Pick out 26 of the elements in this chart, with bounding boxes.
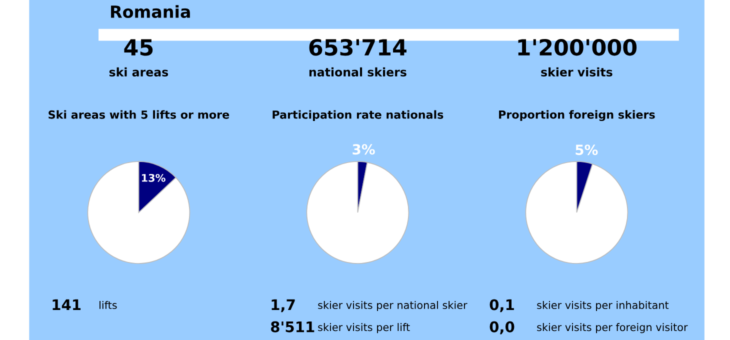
data-label: 5% — [576, 144, 598, 156]
text: 45 — [124, 39, 153, 56]
text: national skiers — [309, 67, 406, 77]
text: ski areas — [109, 67, 168, 77]
text: skier visits per inhabitant — [537, 300, 669, 312]
text: 0,1 — [490, 299, 514, 312]
text: 141 — [52, 299, 81, 310]
pie-slice — [525, 161, 628, 264]
text: skier visits per foreign visitor — [537, 323, 688, 334]
text: skier visits per national skier — [318, 300, 468, 312]
pie-slice — [87, 161, 190, 264]
text: 1,7 — [272, 299, 295, 312]
chart-title: Participation rate nationals — [272, 110, 444, 121]
pie-slice — [306, 161, 410, 264]
text: skier visits per lift — [318, 323, 410, 334]
data-label: 13% — [142, 174, 166, 182]
text: 0,0 — [490, 321, 514, 334]
text: 1'200'000 — [518, 38, 637, 56]
text: 653'714 — [309, 38, 406, 56]
text: 8'511 — [270, 321, 314, 332]
data-label: 3% — [352, 144, 375, 155]
text: lifts — [100, 300, 117, 310]
chart-title: Proportion foreign skiers — [499, 110, 655, 122]
chart-title: Ski areas with 5 lifts or more — [48, 110, 230, 119]
text: Romania — [111, 5, 190, 18]
text: skier visits — [541, 67, 612, 77]
